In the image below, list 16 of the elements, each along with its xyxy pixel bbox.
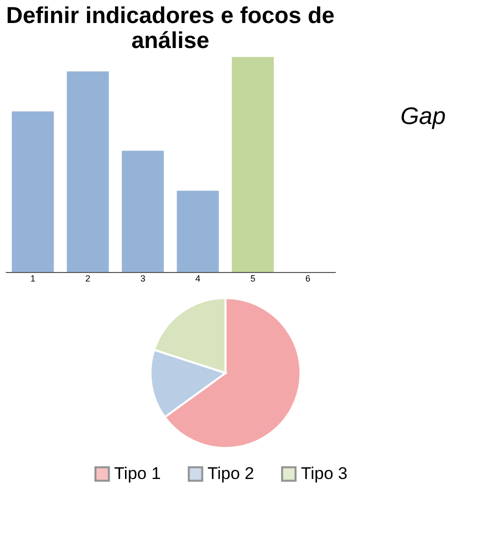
x-tick-label: 3 xyxy=(140,274,146,284)
x-tick-label: 2 xyxy=(85,274,90,284)
x-tick-label: 6 xyxy=(305,274,310,284)
bar xyxy=(232,57,274,272)
bar xyxy=(122,150,164,272)
x-tick-label: 1 xyxy=(30,274,36,284)
legend-label: Tipo 2 xyxy=(208,464,254,483)
bar xyxy=(176,190,219,272)
bar xyxy=(12,111,54,272)
bar xyxy=(66,71,109,272)
legend-label: Tipo 3 xyxy=(300,464,348,483)
text: Gap xyxy=(400,103,446,130)
x-tick-label: 5 xyxy=(250,274,256,284)
legend-label: Tipo 1 xyxy=(114,464,161,483)
x-tick-label: 4 xyxy=(195,274,200,284)
chart-title: Definir indicadores e focos de análise xyxy=(6,2,335,53)
